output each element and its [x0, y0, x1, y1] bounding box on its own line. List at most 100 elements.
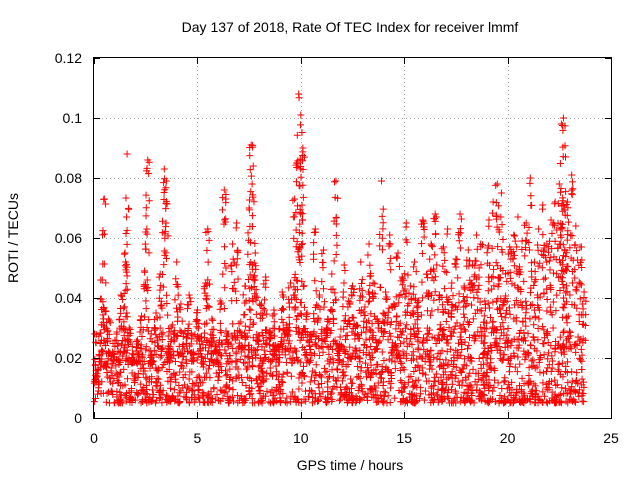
data-point [146, 394, 154, 402]
data-point [152, 399, 160, 407]
data-point [576, 295, 584, 303]
data-point [473, 245, 481, 253]
data-point [245, 326, 253, 334]
data-point [535, 396, 543, 404]
data-point [574, 389, 582, 397]
data-point [141, 313, 149, 321]
data-point [399, 328, 407, 336]
data-point [431, 251, 439, 259]
data-point [540, 326, 548, 334]
data-point [310, 310, 318, 318]
data-point [418, 278, 426, 286]
data-point [434, 306, 442, 314]
data-point [142, 373, 150, 381]
x-tick-label: 10 [293, 430, 309, 446]
data-point [561, 368, 569, 376]
data-point [155, 294, 163, 302]
data-point [466, 398, 474, 406]
data-point [510, 251, 518, 259]
data-point [249, 320, 257, 328]
data-point [465, 333, 473, 341]
data-point [320, 336, 328, 344]
data-point [453, 305, 461, 313]
y-tick-label: 0 [74, 410, 82, 426]
data-point [394, 333, 402, 341]
data-point [331, 289, 339, 297]
data-point [543, 331, 551, 339]
data-point [246, 316, 254, 324]
data-point [552, 381, 560, 389]
data-point [112, 362, 120, 370]
data-point [410, 283, 418, 291]
data-point [91, 362, 99, 370]
data-point [472, 257, 480, 265]
data-point [266, 348, 274, 356]
data-point [281, 326, 289, 334]
data-point [428, 365, 436, 373]
data-point [383, 296, 391, 304]
data-point [276, 353, 284, 361]
data-point [536, 293, 544, 301]
data-point [222, 388, 230, 396]
data-point [467, 286, 475, 294]
data-point [558, 342, 566, 350]
data-point [423, 377, 431, 385]
data-point [488, 244, 496, 252]
data-point [328, 270, 336, 278]
data-point [300, 373, 308, 381]
data-point [164, 232, 172, 240]
data-point [298, 201, 306, 209]
data-point [192, 396, 200, 404]
data-point [436, 325, 444, 333]
data-point [295, 385, 303, 393]
data-point [123, 150, 131, 158]
data-point [232, 363, 240, 371]
data-point [115, 360, 123, 368]
data-point [229, 345, 237, 353]
data-point [133, 344, 141, 352]
data-point [227, 373, 235, 381]
data-point [122, 349, 130, 357]
data-point [145, 378, 153, 386]
data-point [141, 267, 149, 275]
data-point [486, 314, 494, 322]
data-point [260, 346, 268, 354]
data-point [142, 204, 150, 212]
data-point [501, 374, 509, 382]
data-point [104, 326, 112, 334]
data-point [167, 384, 175, 392]
data-point [552, 338, 560, 346]
data-point [557, 390, 565, 398]
data-point [348, 398, 356, 406]
data-point [480, 381, 488, 389]
data-point [190, 357, 198, 365]
data-point [367, 327, 375, 335]
data-point [232, 287, 240, 295]
data-point [380, 356, 388, 364]
data-point [391, 365, 399, 373]
data-point [139, 386, 147, 394]
data-point [285, 284, 293, 292]
data-point [362, 344, 370, 352]
data-point [208, 315, 216, 323]
data-point [123, 260, 131, 268]
data-point [497, 323, 505, 331]
data-point [434, 385, 442, 393]
data-point [481, 344, 489, 352]
data-point [411, 381, 419, 389]
data-point [394, 249, 402, 257]
data-point [284, 332, 292, 340]
data-point [499, 235, 507, 243]
data-point [289, 196, 297, 204]
data-point [217, 329, 225, 337]
data-point [222, 215, 230, 223]
data-point [377, 391, 385, 399]
data-point [535, 315, 543, 323]
data-point [314, 380, 322, 388]
data-point [558, 223, 566, 231]
data-point [464, 372, 472, 380]
data-point [258, 368, 266, 376]
data-point [548, 229, 556, 237]
data-point [572, 398, 580, 406]
data-point [185, 385, 193, 393]
